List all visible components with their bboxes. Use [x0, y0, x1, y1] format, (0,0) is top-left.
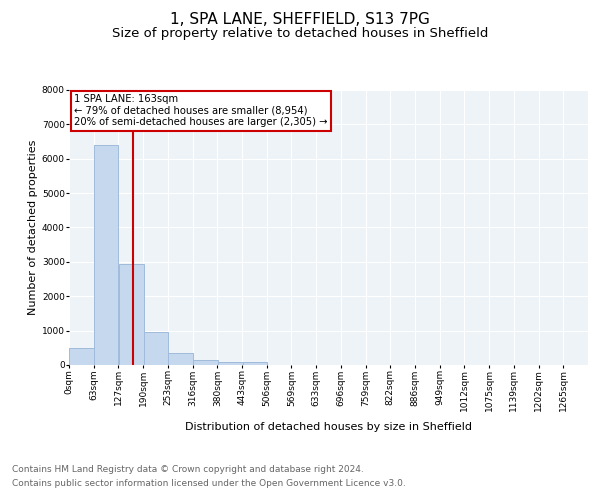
Y-axis label: Number of detached properties: Number of detached properties — [28, 140, 38, 315]
Text: Size of property relative to detached houses in Sheffield: Size of property relative to detached ho… — [112, 28, 488, 40]
Bar — [119, 264, 143, 365]
Bar — [193, 360, 218, 365]
Bar — [94, 145, 118, 365]
Text: 1, SPA LANE, SHEFFIELD, S13 7PG: 1, SPA LANE, SHEFFIELD, S13 7PG — [170, 12, 430, 28]
Text: Distribution of detached houses by size in Sheffield: Distribution of detached houses by size … — [185, 422, 472, 432]
Bar — [69, 348, 94, 365]
Bar — [168, 353, 193, 365]
Text: Contains public sector information licensed under the Open Government Licence v3: Contains public sector information licen… — [12, 479, 406, 488]
Bar — [218, 362, 243, 365]
Bar — [143, 332, 168, 365]
Bar — [243, 362, 268, 365]
Text: 1 SPA LANE: 163sqm
← 79% of detached houses are smaller (8,954)
20% of semi-deta: 1 SPA LANE: 163sqm ← 79% of detached hou… — [74, 94, 328, 128]
Text: Contains HM Land Registry data © Crown copyright and database right 2024.: Contains HM Land Registry data © Crown c… — [12, 465, 364, 474]
